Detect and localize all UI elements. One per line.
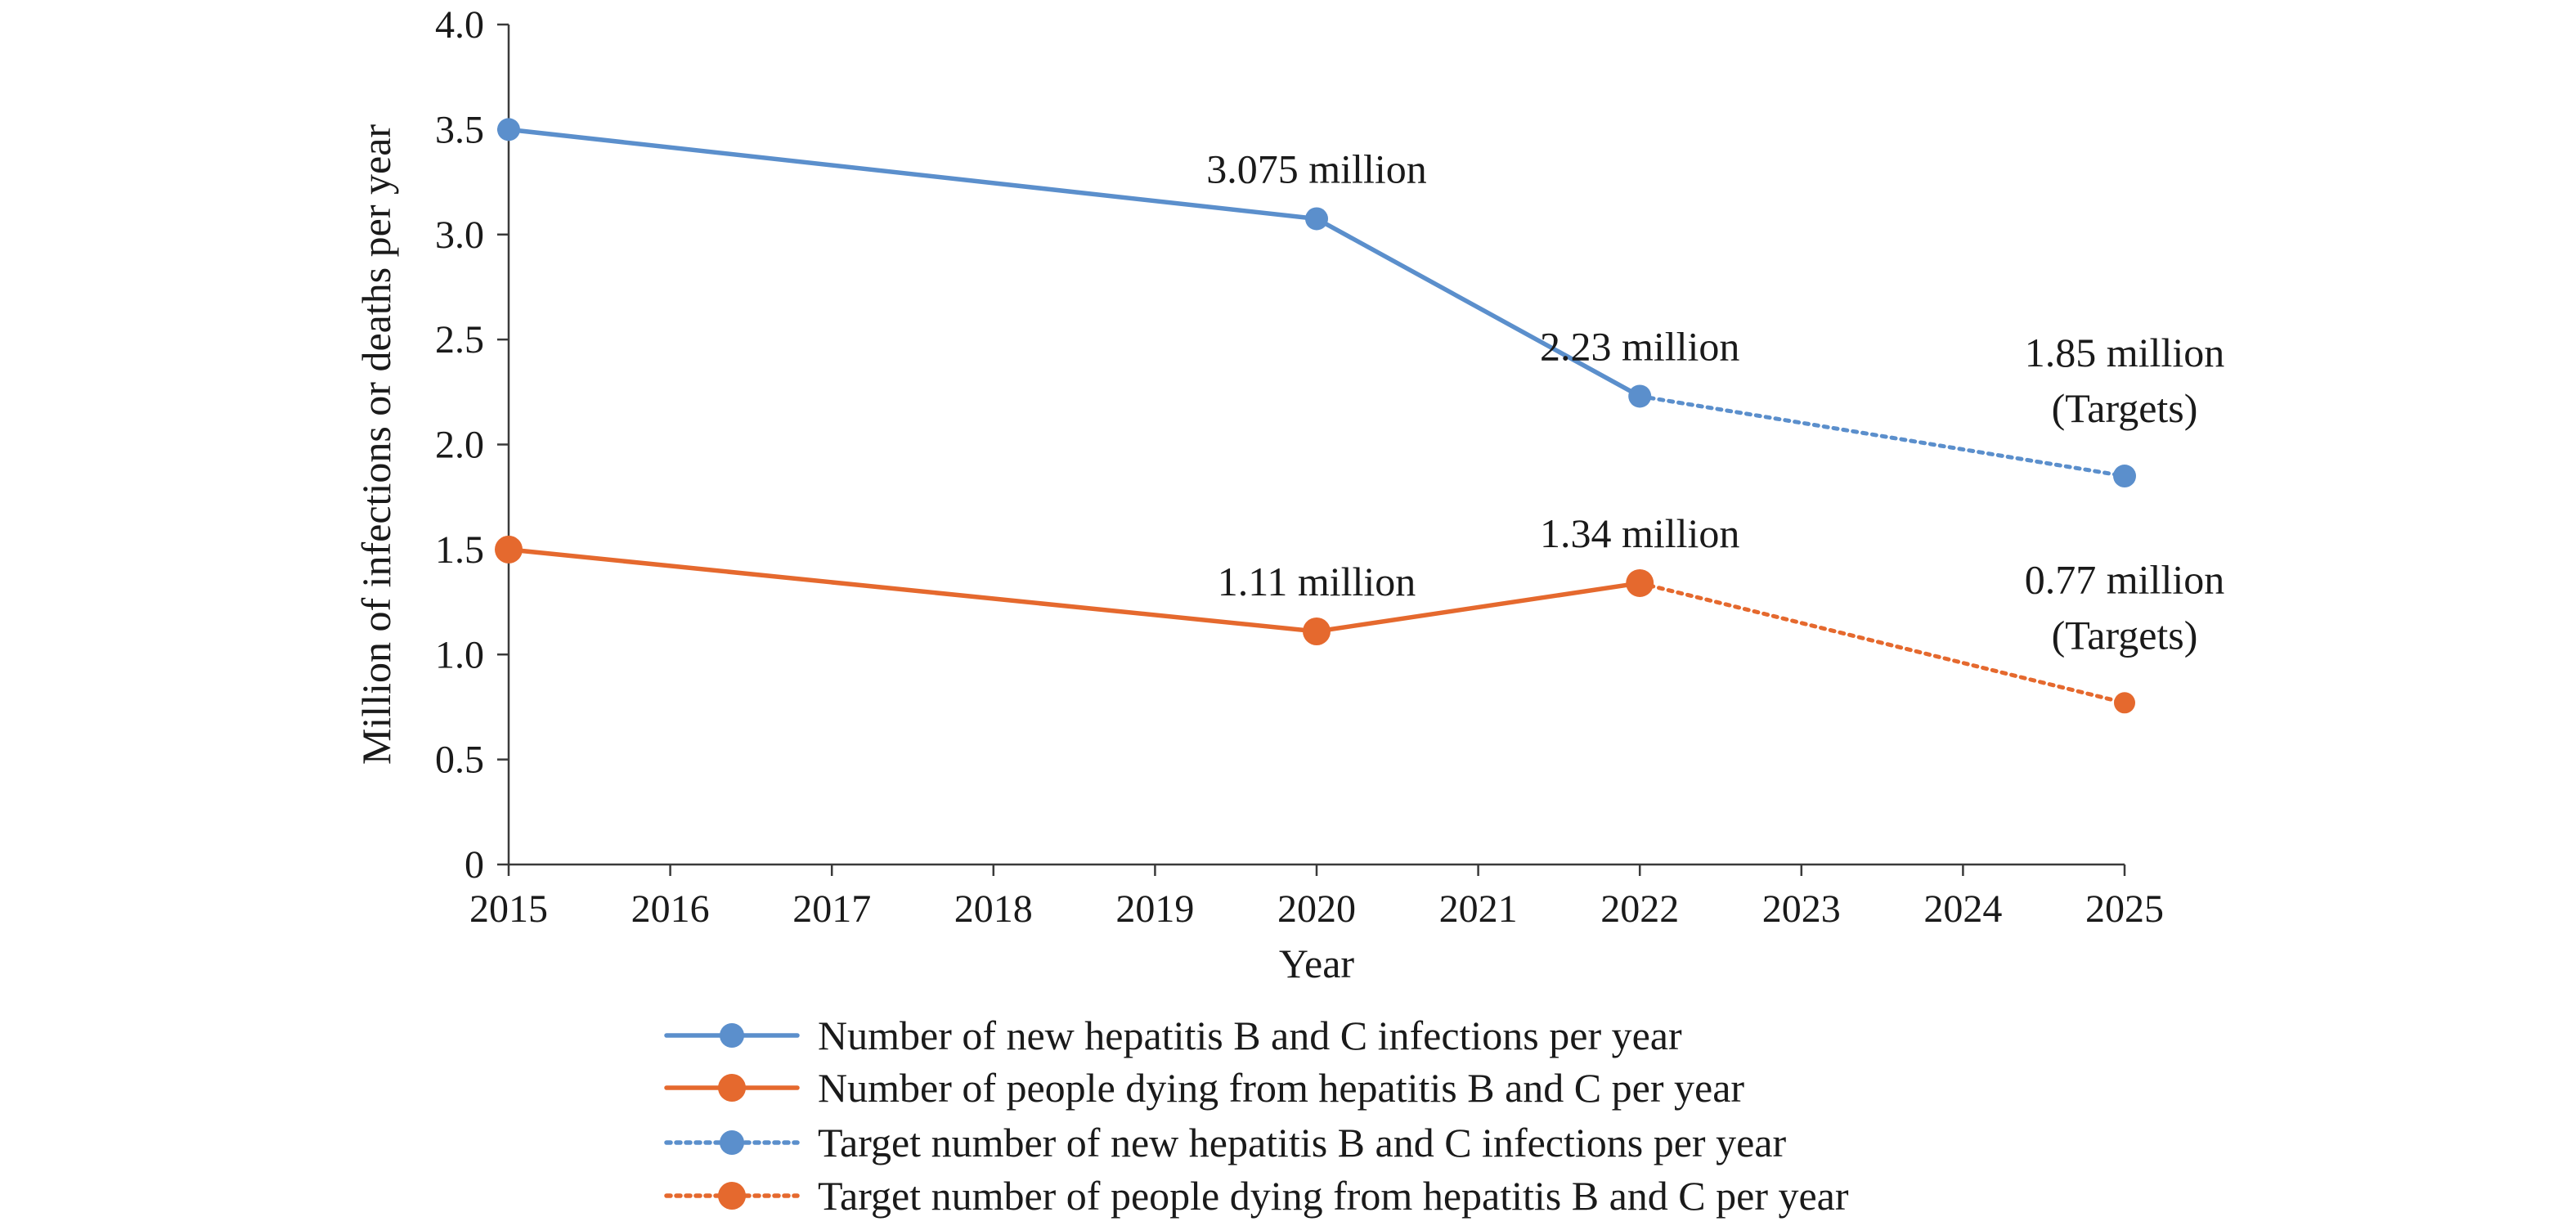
- x-tick-label: 2024: [1923, 887, 2002, 931]
- x-tick-label: 2017: [792, 887, 871, 931]
- data-label: 3.075 million: [1206, 146, 1426, 191]
- x-tick-label: 2023: [1762, 887, 1841, 931]
- legend-swatch-marker: [718, 1182, 746, 1210]
- legend-swatch-marker: [720, 1023, 744, 1048]
- legend-label: Number of people dying from hepatitis B …: [818, 1065, 1744, 1111]
- series-1-point: [1628, 384, 1652, 408]
- data-label: (Targets): [2052, 612, 2198, 658]
- y-tick-label: 1.0: [435, 633, 484, 676]
- legend-label: Number of new hepatitis B and C infectio…: [818, 1013, 1682, 1058]
- x-tick-label: 2021: [1439, 887, 1518, 931]
- data-label: 1.34 million: [1540, 510, 1739, 556]
- y-tick-label: 0: [464, 843, 484, 887]
- y-tick-label: 3.5: [435, 108, 484, 151]
- x-tick-label: 2015: [469, 887, 548, 931]
- data-label: 1.85 million: [2025, 330, 2224, 375]
- y-tick-label: 0.5: [435, 739, 484, 782]
- y-tick-label: 1.5: [435, 528, 484, 572]
- data-label: (Targets): [2052, 385, 2198, 431]
- data-label: 0.77 million: [2025, 556, 2224, 602]
- x-axis-title: Year: [1279, 941, 1354, 986]
- legend-label: Target number of new hepatitis B and C i…: [818, 1120, 1786, 1165]
- series-2-point: [1626, 568, 1654, 597]
- x-tick-label: 2019: [1115, 887, 1194, 931]
- series-3-point: [2113, 465, 2136, 488]
- series-2-point: [495, 535, 523, 564]
- series-4-point: [2114, 692, 2135, 714]
- legend-swatch-marker: [720, 1130, 744, 1155]
- legend-label: Target number of people dying from hepat…: [818, 1173, 1849, 1219]
- x-tick-label: 2020: [1277, 887, 1356, 931]
- y-axis-title: Million of infections or deaths per year: [353, 124, 399, 765]
- legend-swatch-marker: [718, 1074, 746, 1102]
- series-1-point: [497, 118, 520, 141]
- series-1-point: [1305, 207, 1328, 231]
- y-tick-label: 3.0: [435, 213, 484, 257]
- y-tick-label: 2.5: [435, 318, 484, 362]
- series-line-1: [506, 127, 1642, 399]
- series-line-4: [1637, 581, 2127, 705]
- x-tick-label: 2018: [954, 887, 1033, 931]
- series-line-2: [506, 547, 1642, 634]
- y-tick-label: 2.0: [435, 424, 484, 467]
- series-2-point: [1303, 617, 1331, 646]
- x-tick-label: 2025: [2085, 887, 2164, 931]
- series-line-3: [1637, 393, 2127, 478]
- y-tick-label: 4.0: [435, 3, 484, 47]
- data-label: 2.23 million: [1540, 323, 1739, 369]
- x-tick-label: 2022: [1600, 887, 1679, 931]
- x-tick-label: 2016: [631, 887, 710, 931]
- data-label: 1.11 million: [1218, 559, 1416, 604]
